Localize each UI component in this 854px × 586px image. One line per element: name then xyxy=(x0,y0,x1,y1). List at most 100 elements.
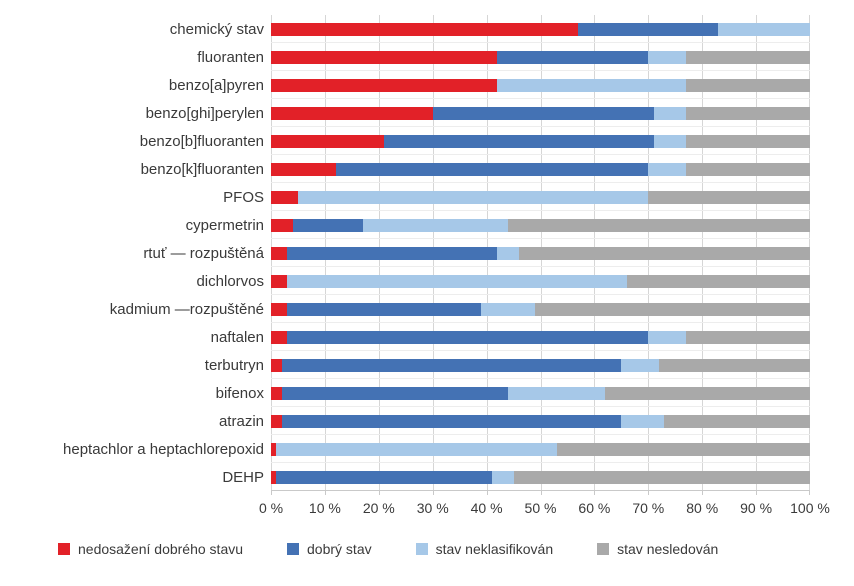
axis-tick xyxy=(486,491,488,495)
axis-tick-label: 0 % xyxy=(258,500,284,516)
axis-tick xyxy=(594,491,596,495)
category-label: benzo[ghi]perylen xyxy=(145,104,264,122)
bar-segment xyxy=(648,190,810,204)
gridline-horizontal xyxy=(271,98,810,99)
bar-segment xyxy=(664,414,810,428)
bar-segment xyxy=(518,246,810,260)
legend-item: nedosažení dobrého stavu xyxy=(58,541,243,557)
bar-segment xyxy=(621,414,665,428)
legend-swatch xyxy=(597,543,610,555)
axis-tick xyxy=(809,491,810,495)
bar-segment xyxy=(271,274,288,288)
bar-segment xyxy=(297,190,649,204)
gridline-horizontal xyxy=(271,238,810,239)
bar-segment xyxy=(497,50,649,64)
bar-row xyxy=(271,239,810,267)
bar-segment xyxy=(287,302,482,316)
bar-segment xyxy=(271,162,336,176)
bar-segment xyxy=(535,302,810,316)
category-label: naftalen xyxy=(210,328,264,346)
bar-segment xyxy=(432,106,654,120)
axis-tick xyxy=(756,491,758,495)
gridline-horizontal xyxy=(271,42,810,43)
bar-segment xyxy=(686,50,810,64)
category-label: benzo[b]fluoranten xyxy=(139,132,264,150)
category-label: fluoranten xyxy=(197,48,264,66)
bar-segment xyxy=(497,78,687,92)
bar-segment xyxy=(281,386,509,400)
category-label: benzo[k]fluoranten xyxy=(140,160,264,178)
gridline-horizontal xyxy=(271,154,810,155)
legend: nedosažení dobrého stavu dobrý stav stav n… xyxy=(0,541,854,557)
gridline-horizontal xyxy=(271,210,810,211)
bar-segment xyxy=(271,414,282,428)
axis-tick-label: 50 % xyxy=(524,500,557,516)
category-label: bifenox xyxy=(215,384,264,402)
bar-segment xyxy=(686,330,810,344)
gridline-horizontal xyxy=(271,378,810,379)
legend-label: nedosažení dobrého stavu xyxy=(78,541,244,557)
gridline-horizontal xyxy=(271,462,810,463)
bar-segment xyxy=(271,134,385,148)
gridline-horizontal xyxy=(271,266,810,267)
bar-row xyxy=(271,71,810,99)
axis-tick-label: 70 % xyxy=(632,500,665,516)
plot-area xyxy=(271,15,810,491)
bar-segment xyxy=(481,302,536,316)
legend-item: stav neklasifikován xyxy=(415,541,554,557)
category-label: atrazin xyxy=(218,412,264,430)
bar-segment xyxy=(648,330,686,344)
bar-segment xyxy=(653,106,686,120)
bar-segment xyxy=(271,106,433,120)
bar-segment xyxy=(605,386,810,400)
bar-segment xyxy=(271,50,498,64)
bar-segment xyxy=(653,134,687,148)
gridline-horizontal xyxy=(271,406,810,407)
bar-row xyxy=(271,211,810,239)
bar-segment xyxy=(362,218,509,232)
bar-segment xyxy=(287,274,627,288)
bar-row xyxy=(271,295,810,323)
legend-label: stav neklasifikován xyxy=(435,541,554,557)
bar-segment xyxy=(686,78,810,92)
axis-tick xyxy=(540,491,542,495)
axis-tick-label: 40 % xyxy=(470,500,503,516)
bar-segment xyxy=(271,386,282,400)
legend-swatch xyxy=(287,543,300,555)
gridline-horizontal xyxy=(271,294,810,295)
axis-tick xyxy=(271,491,272,495)
bar-row xyxy=(271,155,810,183)
bar-segment xyxy=(578,22,719,36)
gridline-horizontal xyxy=(271,182,810,183)
bar-row xyxy=(271,323,810,351)
category-label: dichlorvos xyxy=(196,272,264,290)
bar-segment xyxy=(276,442,557,456)
category-label: DEHP xyxy=(222,468,264,486)
legend-item: dobrý stav xyxy=(287,541,372,557)
category-axis: chemický stav fluoranten benzo[a]pyren benz… xyxy=(0,15,271,491)
category-label: terbutryn xyxy=(204,356,264,374)
bar-row xyxy=(271,99,810,127)
bar-segment xyxy=(686,162,810,176)
bar-segment xyxy=(508,386,606,400)
bar-segment xyxy=(686,134,810,148)
bar-row xyxy=(271,407,810,435)
bar-row xyxy=(271,379,810,407)
bar-segment xyxy=(621,358,660,372)
gridline-horizontal xyxy=(271,434,810,435)
bar-segment xyxy=(508,218,810,232)
bar-segment xyxy=(292,218,363,232)
bar-segment xyxy=(271,22,579,36)
bar-segment xyxy=(497,246,519,260)
bar-segment xyxy=(281,358,622,372)
axis-tick-label: 90 % xyxy=(740,500,773,516)
legend-label: dobrý stav xyxy=(307,541,372,557)
axis-tick-label: 80 % xyxy=(686,500,719,516)
bar-segment xyxy=(271,218,293,232)
bar-segment xyxy=(384,134,654,148)
legend-swatch xyxy=(415,543,428,555)
axis-line xyxy=(271,490,810,491)
bar-segment xyxy=(513,470,810,484)
bar-segment xyxy=(686,106,810,120)
bar-segment xyxy=(271,246,288,260)
